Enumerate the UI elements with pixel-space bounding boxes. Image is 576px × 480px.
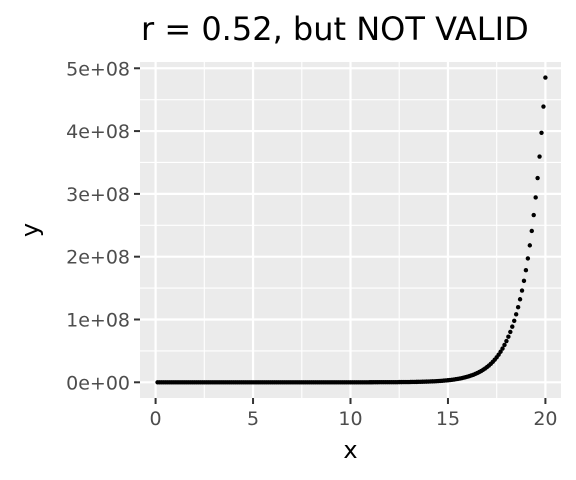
data-point bbox=[502, 342, 507, 348]
y-axis-title: y bbox=[16, 223, 44, 237]
y-tick-label: 2e+08 bbox=[66, 247, 130, 269]
y-tick-label: 5e+08 bbox=[66, 58, 130, 80]
data-point bbox=[525, 256, 531, 261]
data-point bbox=[529, 228, 534, 234]
data-point bbox=[527, 243, 533, 248]
x-tick-label: 0 bbox=[150, 408, 162, 430]
x-tick-label: 20 bbox=[533, 408, 557, 430]
y-axis-ticks bbox=[134, 67, 140, 384]
y-tick-label: 1e+08 bbox=[66, 309, 130, 331]
data-points bbox=[155, 75, 548, 385]
data-point bbox=[512, 318, 517, 323]
data-point bbox=[541, 104, 546, 109]
chart-title: r = 0.52, but NOT VALID bbox=[141, 10, 529, 48]
data-point bbox=[519, 288, 525, 293]
data-point bbox=[537, 154, 542, 159]
y-tick-label: 3e+08 bbox=[66, 184, 130, 206]
data-point bbox=[539, 130, 544, 136]
y-tick-label: 4e+08 bbox=[66, 121, 130, 143]
x-tick-label: 15 bbox=[436, 408, 460, 430]
y-axis-tick-labels: 0e+00 1e+08 2e+08 3e+08 4e+08 5e+08 bbox=[66, 58, 130, 394]
data-point bbox=[517, 297, 523, 302]
data-point bbox=[535, 175, 540, 181]
data-point bbox=[506, 334, 511, 339]
data-point bbox=[513, 312, 519, 317]
data-point bbox=[531, 212, 536, 218]
data-point bbox=[500, 346, 505, 351]
data-point bbox=[504, 338, 509, 344]
data-point bbox=[498, 349, 503, 354]
x-axis-tick-labels: 0 5 10 15 20 bbox=[150, 408, 558, 430]
data-point bbox=[508, 329, 513, 335]
data-point bbox=[521, 278, 527, 284]
x-tick-label: 5 bbox=[247, 408, 259, 430]
data-point bbox=[533, 195, 538, 200]
data-point bbox=[523, 267, 529, 273]
y-tick-label: 0e+00 bbox=[66, 372, 130, 394]
x-axis-title: x bbox=[343, 436, 357, 464]
data-point bbox=[510, 324, 515, 329]
x-tick-label: 10 bbox=[338, 408, 362, 430]
x-axis-ticks bbox=[154, 398, 547, 404]
data-point bbox=[515, 304, 521, 310]
data-point bbox=[543, 75, 548, 80]
